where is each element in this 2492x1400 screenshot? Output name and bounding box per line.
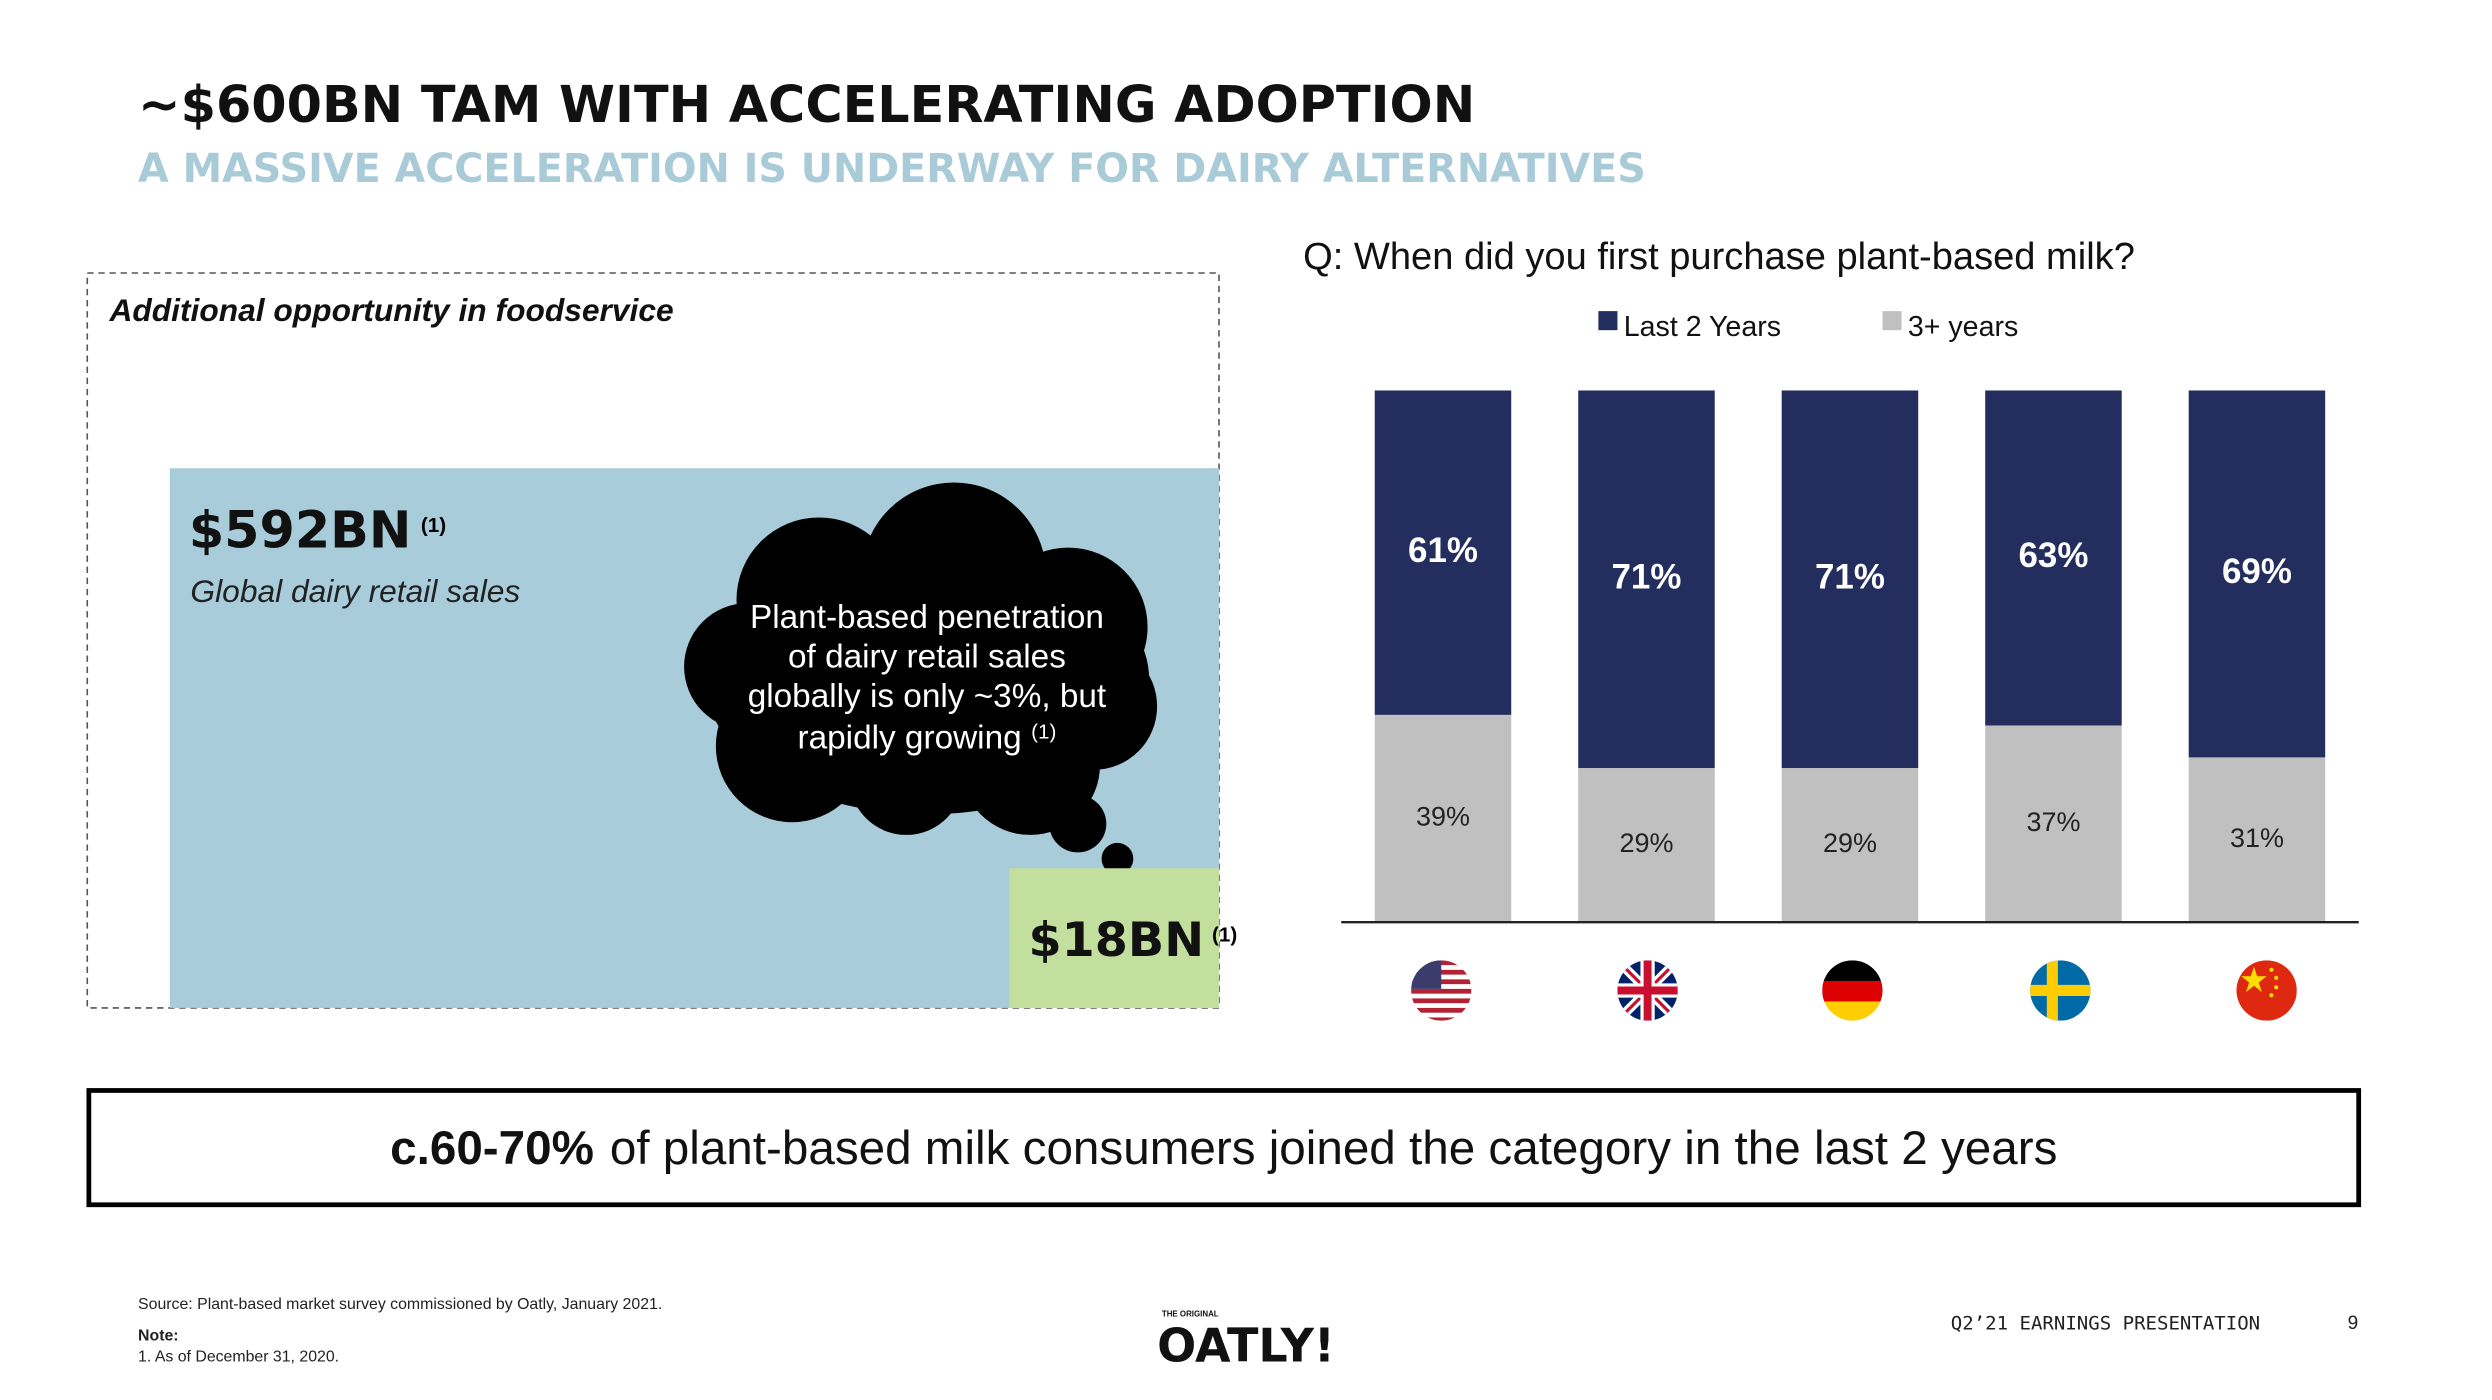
bar-segment <box>1374 714 1512 923</box>
data-label: 63% <box>2019 536 2089 575</box>
data-label: 37% <box>2026 807 2080 837</box>
callout-bold: c.60-70% <box>390 1121 594 1174</box>
bar-segment <box>2188 757 2326 923</box>
title: ~$600BN TAM WITH ACCELERATING ADOPTION <box>138 75 1475 134</box>
legend-label: Last 2 Years <box>1624 311 1781 343</box>
data-label: 29% <box>1823 828 1877 858</box>
thought-bubble <box>684 482 1158 894</box>
data-label: 71% <box>1612 557 1682 596</box>
total: $592BN (1) <box>189 500 446 559</box>
source: Source: Plant-based market survey commis… <box>138 1296 662 1313</box>
chart: Last 2 Years 3+ years 39% 61% 29% 71% 29% 71% 37… <box>1374 311 2326 923</box>
chart-title: Q: When did you first purchase plant-bas… <box>1303 236 2135 278</box>
total-label: Global dairy retail sales <box>190 573 520 609</box>
plant-area <box>1009 868 1220 1008</box>
page-number: 9 <box>2348 1313 2359 1334</box>
data-label: 71% <box>1815 557 1885 596</box>
bubble-text: rapidly growing <box>798 719 1022 756</box>
bubble-line: Plant-based penetration <box>750 599 1104 636</box>
bubble-line: globally is only ~3%, but <box>748 678 1107 715</box>
plant-note: (1) <box>1212 924 1237 947</box>
box-title: Additional opportunity in foodservice <box>108 292 673 328</box>
flag-uk <box>1617 960 1678 1021</box>
bar-segment <box>1781 768 1919 923</box>
flag-china <box>2236 960 2297 1021</box>
total-note: (1) <box>421 514 446 537</box>
total-value: $592BN <box>189 500 412 559</box>
legend-swatch <box>1882 311 1902 331</box>
bar-segment <box>2188 390 2326 758</box>
subtitle: A MASSIVE ACCELERATION IS UNDERWAY FOR D… <box>138 146 1646 192</box>
legend-swatch <box>1598 311 1618 331</box>
data-label: 31% <box>2230 823 2284 853</box>
plant: $18BN (1) <box>1029 913 1238 968</box>
flag-sweden <box>2030 960 2091 1021</box>
bar-segment <box>1985 725 2122 923</box>
flag-germany <box>1822 960 1883 1021</box>
legend-label: 3+ years <box>1908 311 2018 343</box>
bubble-note: (1) <box>1031 721 1056 744</box>
bubble-line: rapidly growing (1) <box>798 719 1057 756</box>
bar-segment <box>1578 390 1715 769</box>
presentation: Q2’21 EARNINGS PRESENTATION <box>1951 1312 2260 1334</box>
bar-segment <box>1781 390 1919 769</box>
plant-value: $18BN <box>1029 913 1205 968</box>
data-label: 61% <box>1408 531 1478 570</box>
bar-segment <box>1578 768 1715 923</box>
bar-segment <box>1985 390 2122 726</box>
note: 1. As of December 31, 2020. <box>138 1348 339 1365</box>
bar-segment <box>1374 390 1512 715</box>
flag-usa <box>1411 960 1472 1021</box>
bubble-line: of dairy retail sales <box>788 639 1066 676</box>
callout-box <box>86 1088 2362 1208</box>
logo-tag: THE ORIGINAL <box>1162 1309 1219 1318</box>
note-title: Note: <box>138 1328 179 1345</box>
data-label: 39% <box>1416 802 1470 832</box>
callout: c.60-70% of plant-based milk consumers jo… <box>390 1121 2057 1174</box>
data-label: 69% <box>2222 552 2292 591</box>
data-label: 29% <box>1619 828 1673 858</box>
logo: OATLY! <box>1157 1319 1335 1373</box>
callout-text: of plant-based milk consumers joined the… <box>610 1121 2058 1174</box>
